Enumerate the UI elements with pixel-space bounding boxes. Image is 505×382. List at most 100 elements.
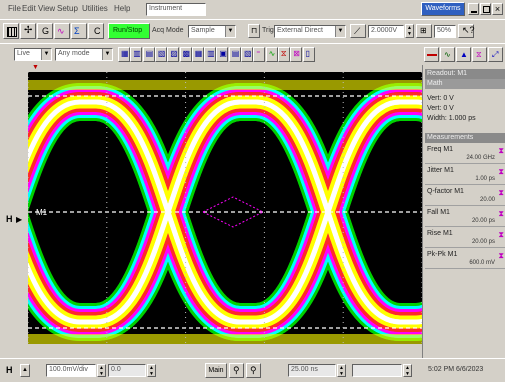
display-option-button[interactable]: ⧖ bbox=[277, 47, 290, 62]
measurement-item[interactable]: Pk-Pk M1 600.0 mV ⧗ bbox=[425, 250, 505, 269]
measurement-value: 20.00 ps bbox=[471, 239, 495, 245]
display-option-button[interactable]: ▤ bbox=[228, 47, 241, 62]
minimize-icon bbox=[471, 11, 477, 13]
measurement-name: Jitter M1 bbox=[427, 167, 454, 174]
acq-mode-label: Acq Mode bbox=[152, 27, 184, 34]
setup-tool-button[interactable] bbox=[3, 23, 19, 39]
main-timebase-button[interactable]: Main bbox=[205, 363, 227, 378]
menu-help[interactable]: Help bbox=[114, 4, 131, 13]
trigger-menu-button[interactable]: ⊞ bbox=[416, 24, 432, 38]
menu-setup[interactable]: Setup bbox=[57, 4, 78, 13]
scale-field[interactable]: 100.0mV/div bbox=[46, 364, 96, 377]
scale-spinner[interactable]: ▲ ▼ bbox=[97, 364, 106, 377]
display-mode-value: Any mode bbox=[58, 50, 90, 57]
histogram-button[interactable]: ∿ bbox=[440, 47, 455, 62]
eye-diagram-display[interactable]: M1 bbox=[28, 72, 422, 344]
display-option-button[interactable]: ▦ bbox=[191, 47, 204, 62]
scope-bottom-strip bbox=[28, 344, 422, 358]
display-option-button[interactable]: ▧ bbox=[241, 47, 253, 62]
maximize-icon bbox=[483, 6, 490, 13]
display-option-icon: ▧ bbox=[244, 49, 252, 58]
menu-view[interactable]: View bbox=[38, 4, 56, 13]
trigger-level-value: 2.0000V bbox=[371, 27, 398, 34]
spinner-icon: ▲ ▼ bbox=[407, 25, 412, 37]
measurement-value: 20.00 ps bbox=[471, 218, 495, 224]
measurement-value: 20.00 bbox=[479, 197, 495, 203]
menu-utilities[interactable]: Utilities bbox=[82, 4, 108, 13]
position-field[interactable]: 25.00 ns bbox=[288, 364, 336, 377]
clock-readout: 5:02 PM 6/6/2023 bbox=[428, 366, 484, 373]
instrument-tab[interactable]: Instrument bbox=[146, 3, 206, 16]
trigger-slope-button[interactable]: ⟋ bbox=[350, 24, 366, 38]
menu-file[interactable]: File bbox=[8, 4, 21, 13]
trigger-level-spinner[interactable]: ▲ ▼ bbox=[405, 24, 414, 38]
display-option-button[interactable]: ⊠ bbox=[290, 47, 303, 62]
display-option-icon: ⁼ bbox=[256, 49, 261, 58]
display-option-button[interactable]: ▥ bbox=[130, 47, 143, 62]
minimize-button[interactable] bbox=[468, 3, 479, 15]
trigger-source-select[interactable]: External Direct ▼ bbox=[274, 25, 346, 38]
left-gutter: H ▶ bbox=[0, 65, 28, 358]
ruler-button[interactable] bbox=[424, 47, 439, 62]
zoom-in-button[interactable]: ⚲ bbox=[229, 363, 244, 378]
mask-button[interactable]: ▲ bbox=[456, 47, 471, 62]
trigger-position-icon[interactable]: ▼ bbox=[32, 65, 39, 71]
zoom-out-button[interactable]: ⚲ bbox=[246, 363, 261, 378]
maximize-button[interactable] bbox=[480, 3, 491, 15]
marker-button[interactable]: ⧖ bbox=[472, 47, 487, 62]
clear-tool-button[interactable]: C bbox=[88, 23, 104, 39]
offset-field[interactable]: 0.0 bbox=[108, 364, 146, 377]
display-option-button[interactable]: ▣ bbox=[216, 47, 229, 62]
measurement-toggle-icon[interactable]: ⧗ bbox=[498, 146, 504, 155]
display-option-button[interactable]: ▧ bbox=[154, 47, 167, 62]
math-tool-button[interactable]: Σ bbox=[71, 23, 87, 39]
display-option-button[interactable]: ▨ bbox=[167, 47, 180, 62]
measurements-header: Measurements bbox=[425, 133, 505, 143]
display-option-button[interactable]: ▯ bbox=[302, 47, 315, 62]
measurement-toggle-icon[interactable]: ⧗ bbox=[498, 230, 504, 239]
measurement-toggle-icon[interactable]: ⧗ bbox=[498, 188, 504, 197]
display-option-button[interactable]: ▩ bbox=[179, 47, 192, 62]
zoom-button[interactable]: ⤢ bbox=[488, 47, 503, 62]
trigger-mode-button[interactable]: ⊓ bbox=[248, 24, 260, 38]
measurement-item[interactable]: Q-factor M1 20.00 ⧗ bbox=[425, 187, 505, 206]
measurement-item[interactable]: Fall M1 20.00 ps ⧗ bbox=[425, 208, 505, 227]
help-pointer-button[interactable]: ↖? bbox=[458, 24, 475, 38]
waveform-select[interactable]: Live ▼ bbox=[14, 48, 52, 61]
readout-header: Readout: M1 bbox=[425, 69, 505, 79]
measurement-item[interactable]: Freq M1 24.00 GHz ⧗ bbox=[425, 145, 505, 164]
measurement-toggle-icon[interactable]: ⧗ bbox=[498, 167, 504, 176]
display-option-button[interactable]: ▥ bbox=[204, 47, 217, 62]
spinner-icon: ▲ ▼ bbox=[149, 365, 154, 377]
waveforms-button[interactable]: Waveforms bbox=[421, 2, 465, 16]
display-mode-select[interactable]: Any mode ▼ bbox=[55, 48, 113, 61]
acq-mode-select[interactable]: Sample ▼ bbox=[188, 25, 236, 38]
display-option-button[interactable]: ⁼ bbox=[253, 47, 266, 62]
position-spinner[interactable]: ▲ ▼ bbox=[337, 364, 346, 377]
percent-field[interactable]: 50% bbox=[434, 25, 456, 38]
offset-spinner[interactable]: ▲ ▼ bbox=[147, 364, 156, 377]
measurement-toggle-icon[interactable]: ⧗ bbox=[498, 209, 504, 218]
measure-tool-button[interactable]: G bbox=[37, 23, 53, 39]
cursor-tool-button[interactable]: ✢ bbox=[20, 23, 36, 39]
display-option-icon: ▩ bbox=[182, 49, 191, 58]
display-option-icon: ▥ bbox=[207, 49, 215, 58]
display-option-button[interactable]: ∿ bbox=[265, 47, 278, 62]
display-option-button[interactable]: ▦ bbox=[118, 47, 130, 62]
measurement-item[interactable]: Rise M1 20.00 ps ⧗ bbox=[425, 229, 505, 248]
close-button[interactable]: × bbox=[492, 3, 503, 15]
help-pointer-icon: ↖? bbox=[462, 25, 475, 35]
display-option-button[interactable]: ▤ bbox=[142, 47, 155, 62]
run-stop-button[interactable]: Run/Stop bbox=[108, 23, 150, 39]
math-icon: Σ bbox=[74, 26, 80, 36]
delay-field[interactable] bbox=[352, 364, 402, 377]
measurement-item[interactable]: Jitter M1 1.00 ps ⧗ bbox=[425, 166, 505, 185]
h-level-marker[interactable]: H bbox=[6, 214, 13, 224]
delay-spinner[interactable]: ▲ ▼ bbox=[403, 364, 412, 377]
trigger-level-field[interactable]: 2.0000V bbox=[368, 25, 404, 38]
measurement-toggle-icon[interactable]: ⧗ bbox=[498, 251, 504, 260]
menu-edit[interactable]: Edit bbox=[22, 4, 36, 13]
waveform-tool-button[interactable]: ∿ bbox=[54, 23, 70, 39]
channel-up-button[interactable]: ▲ bbox=[20, 364, 30, 377]
run-stop-label: Run/Stop bbox=[113, 27, 143, 34]
